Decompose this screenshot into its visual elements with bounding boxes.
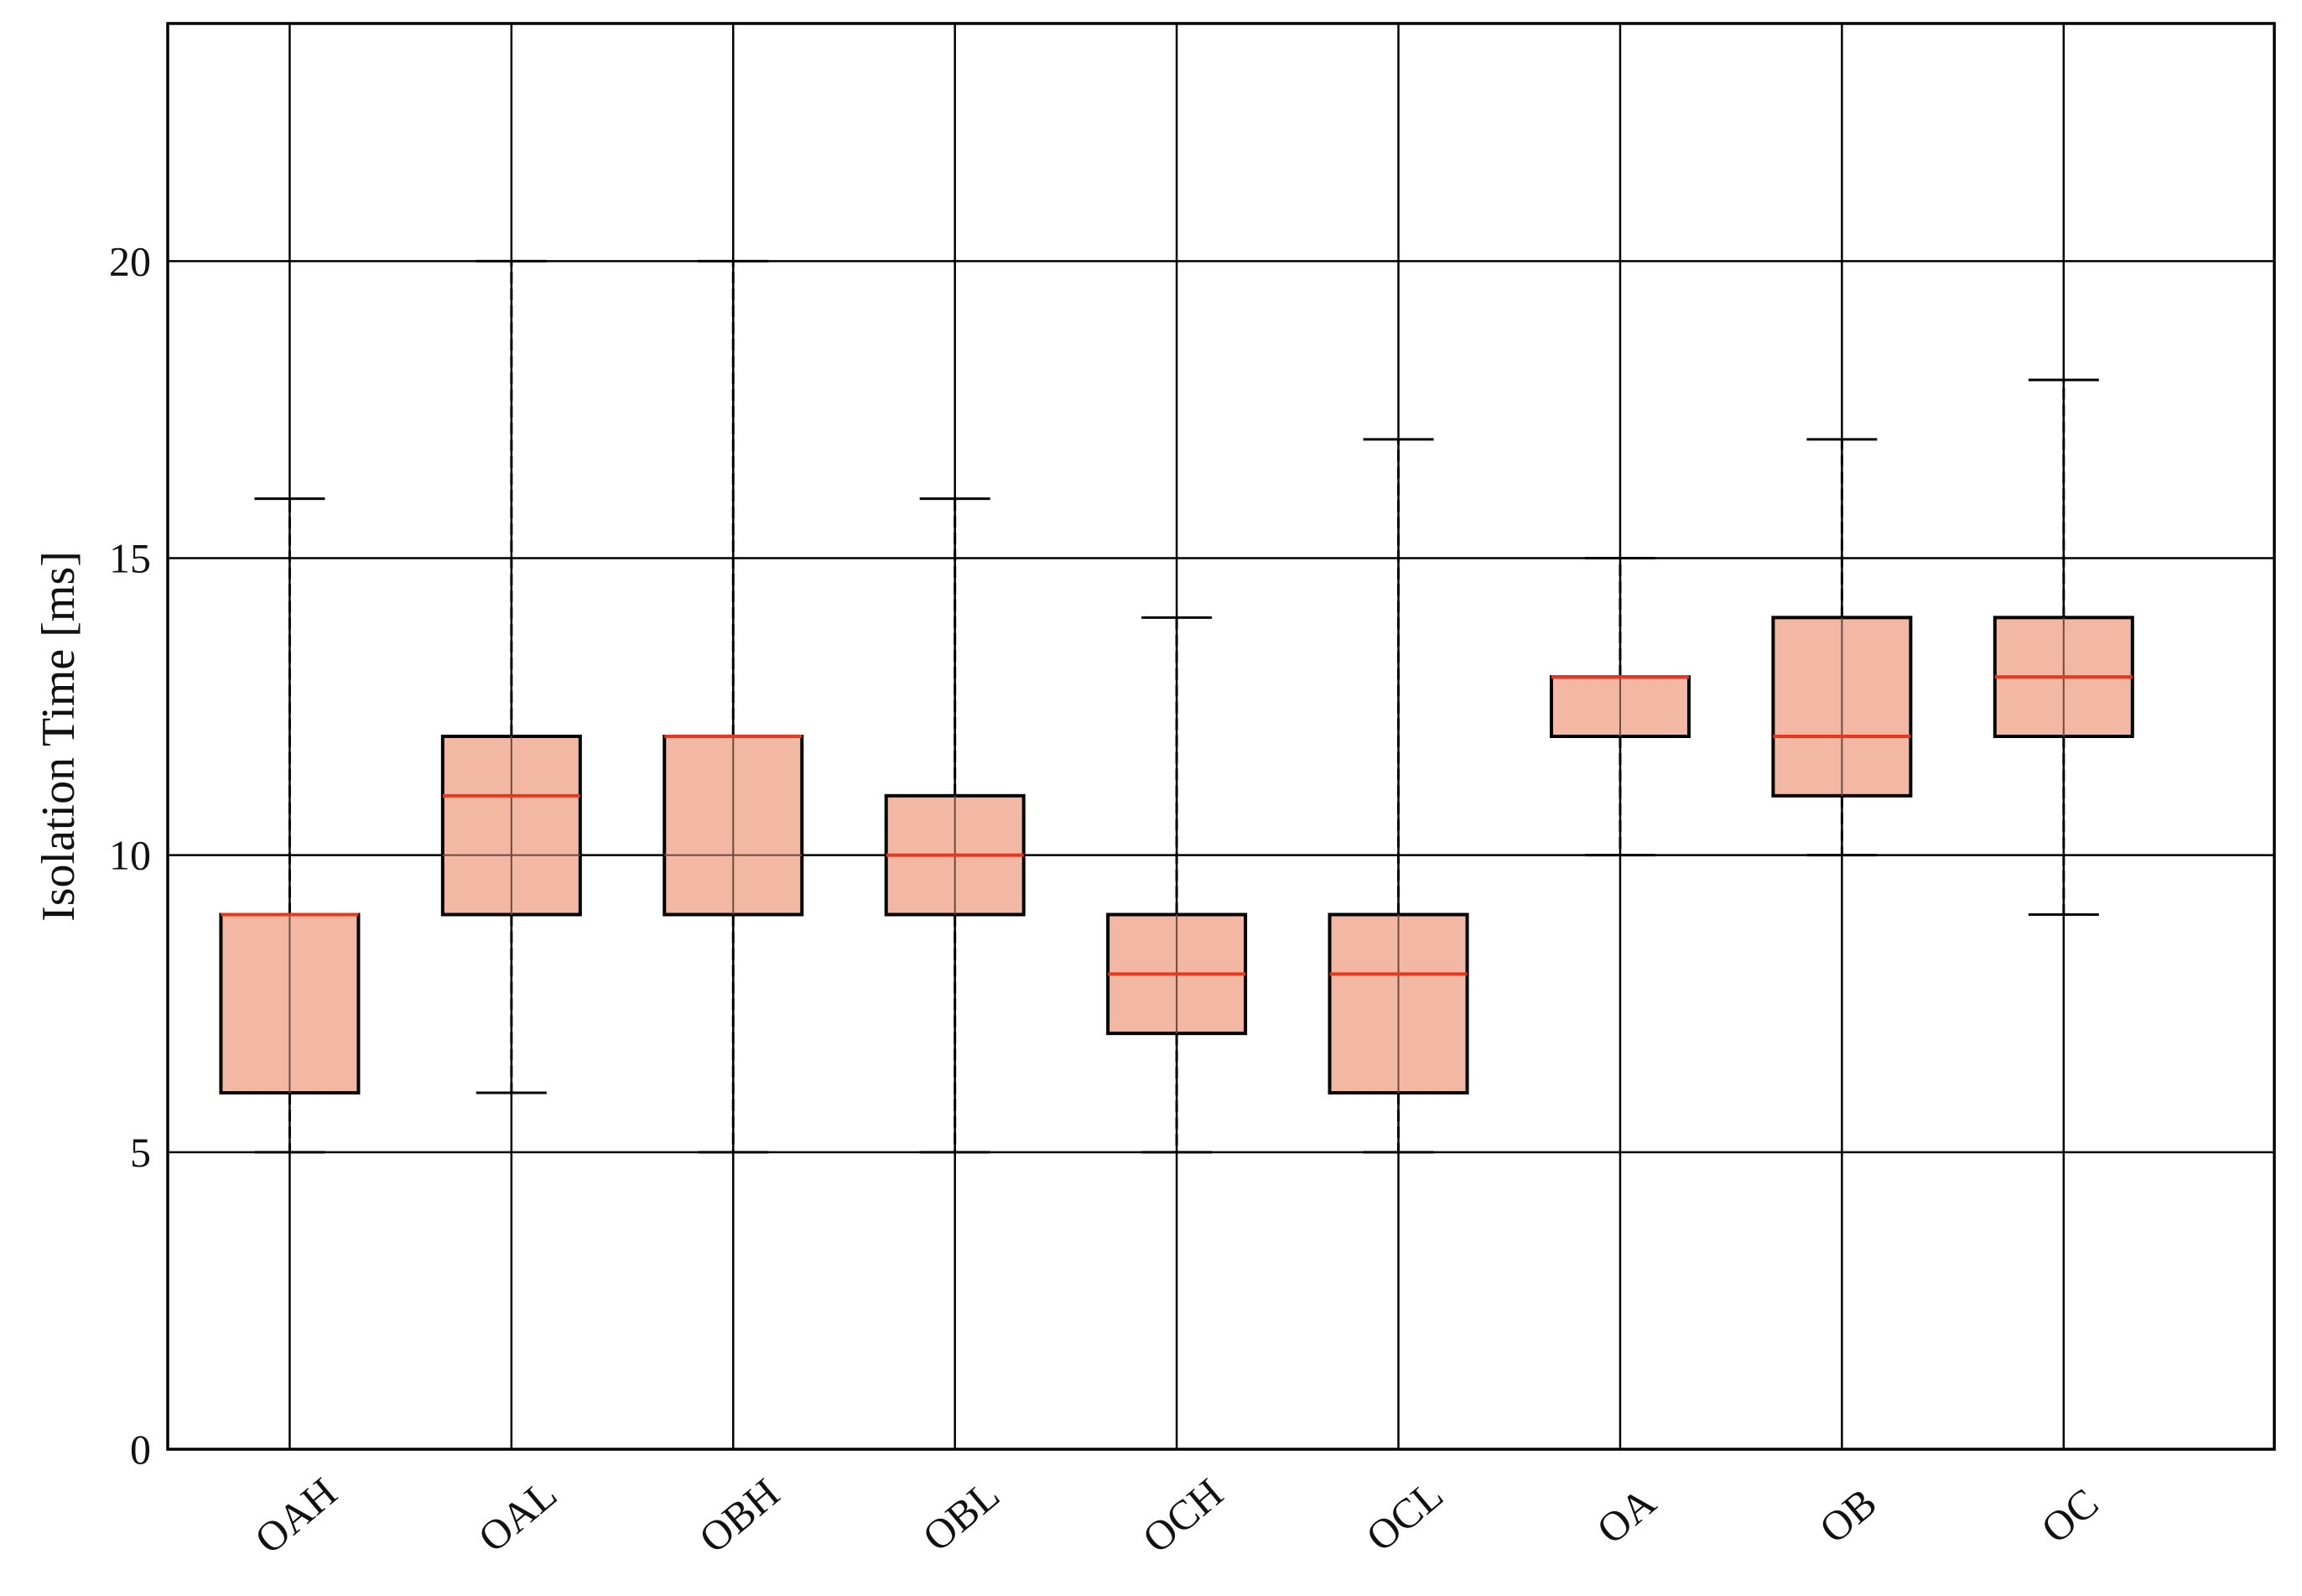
x-tick-labels: OAH OAL OBH OBL OCH OCL OA OB OC <box>246 1469 2107 1563</box>
x-tick-label: OA <box>1587 1478 1664 1552</box>
box-ob <box>1771 438 1913 857</box>
x-tick-label: OCH <box>1134 1469 1232 1562</box>
box-oa <box>1549 557 1691 857</box>
plot-frame <box>166 22 2276 1451</box>
y-tick-label: 20 <box>109 237 151 284</box>
x-tick-label: OAL <box>470 1469 566 1561</box>
box-layer <box>219 259 2134 1154</box>
y-axis-title: Isolation Time [ms] <box>33 551 85 922</box>
x-tick-label: OAH <box>246 1469 346 1563</box>
y-tick-labels: 0 5 10 15 20 <box>109 237 151 1473</box>
box-ocl <box>1328 438 1469 1154</box>
box-oah <box>219 497 361 1154</box>
box-oal <box>440 259 582 1094</box>
y-tick-label: 5 <box>130 1129 151 1176</box>
x-tick-label: OC <box>2032 1479 2107 1552</box>
y-tick-label: 0 <box>130 1426 151 1473</box>
box-obh <box>663 259 804 1154</box>
x-tick-label: OBL <box>913 1470 1008 1560</box>
y-tick-label: 10 <box>109 832 151 879</box>
x-tick-label: OBH <box>690 1469 788 1562</box>
x-tick-label: OB <box>1811 1479 1885 1552</box>
x-tick-label: OCL <box>1357 1470 1452 1560</box>
box-oc <box>1993 378 2134 916</box>
box-och <box>1106 616 1248 1154</box>
y-tick-label: 15 <box>109 535 151 582</box>
box-obl <box>884 497 1026 1154</box>
